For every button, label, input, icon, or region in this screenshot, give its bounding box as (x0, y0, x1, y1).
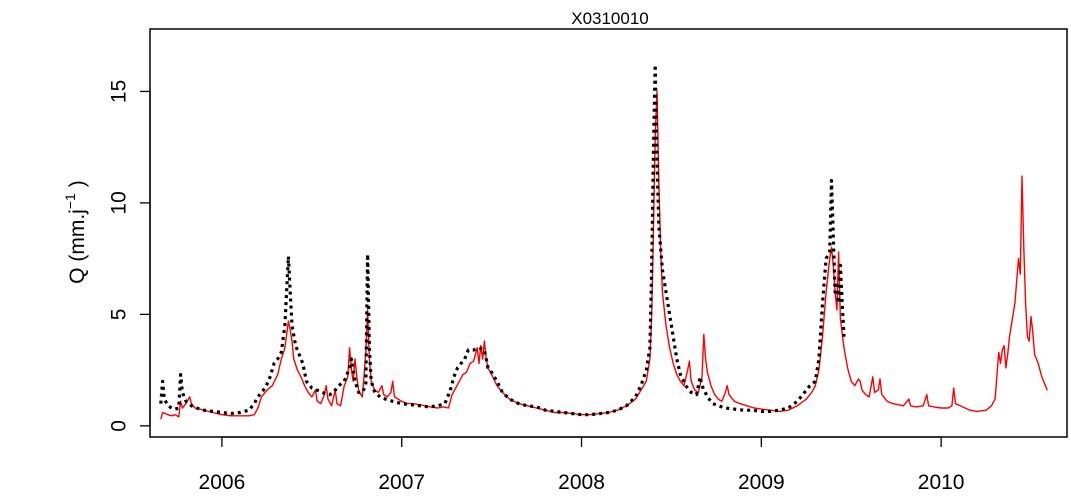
chart-title: X0310010 (571, 9, 649, 28)
y-tick-label: 10 (108, 191, 131, 214)
series-line-2 (159, 63, 846, 417)
y-axis-label: Q (mm.j−1) (62, 180, 89, 284)
y-tick-label: 15 (108, 80, 131, 103)
y-axis: 0 5 10 15 (108, 80, 151, 432)
x-tick-label: 2010 (918, 471, 965, 494)
plot-frame (149, 28, 1068, 438)
y-axis-label-close: ) (66, 180, 89, 187)
x-tick-label: 2008 (558, 471, 605, 494)
x-tick-label: 2009 (738, 471, 785, 494)
series-layer (159, 63, 1048, 420)
y-tick-label: 0 (108, 420, 131, 432)
x-tick-label: 2007 (378, 471, 425, 494)
y-tick-label: 5 (108, 309, 131, 321)
y-axis-label-exponent: −1 (62, 193, 78, 209)
x-tick-label: 2006 (199, 471, 246, 494)
y-axis-label-text: Q (mm.j (66, 209, 89, 284)
x-axis: 2006 2007 2008 2009 2010 (199, 436, 965, 494)
series-line-1 (160, 90, 1048, 420)
